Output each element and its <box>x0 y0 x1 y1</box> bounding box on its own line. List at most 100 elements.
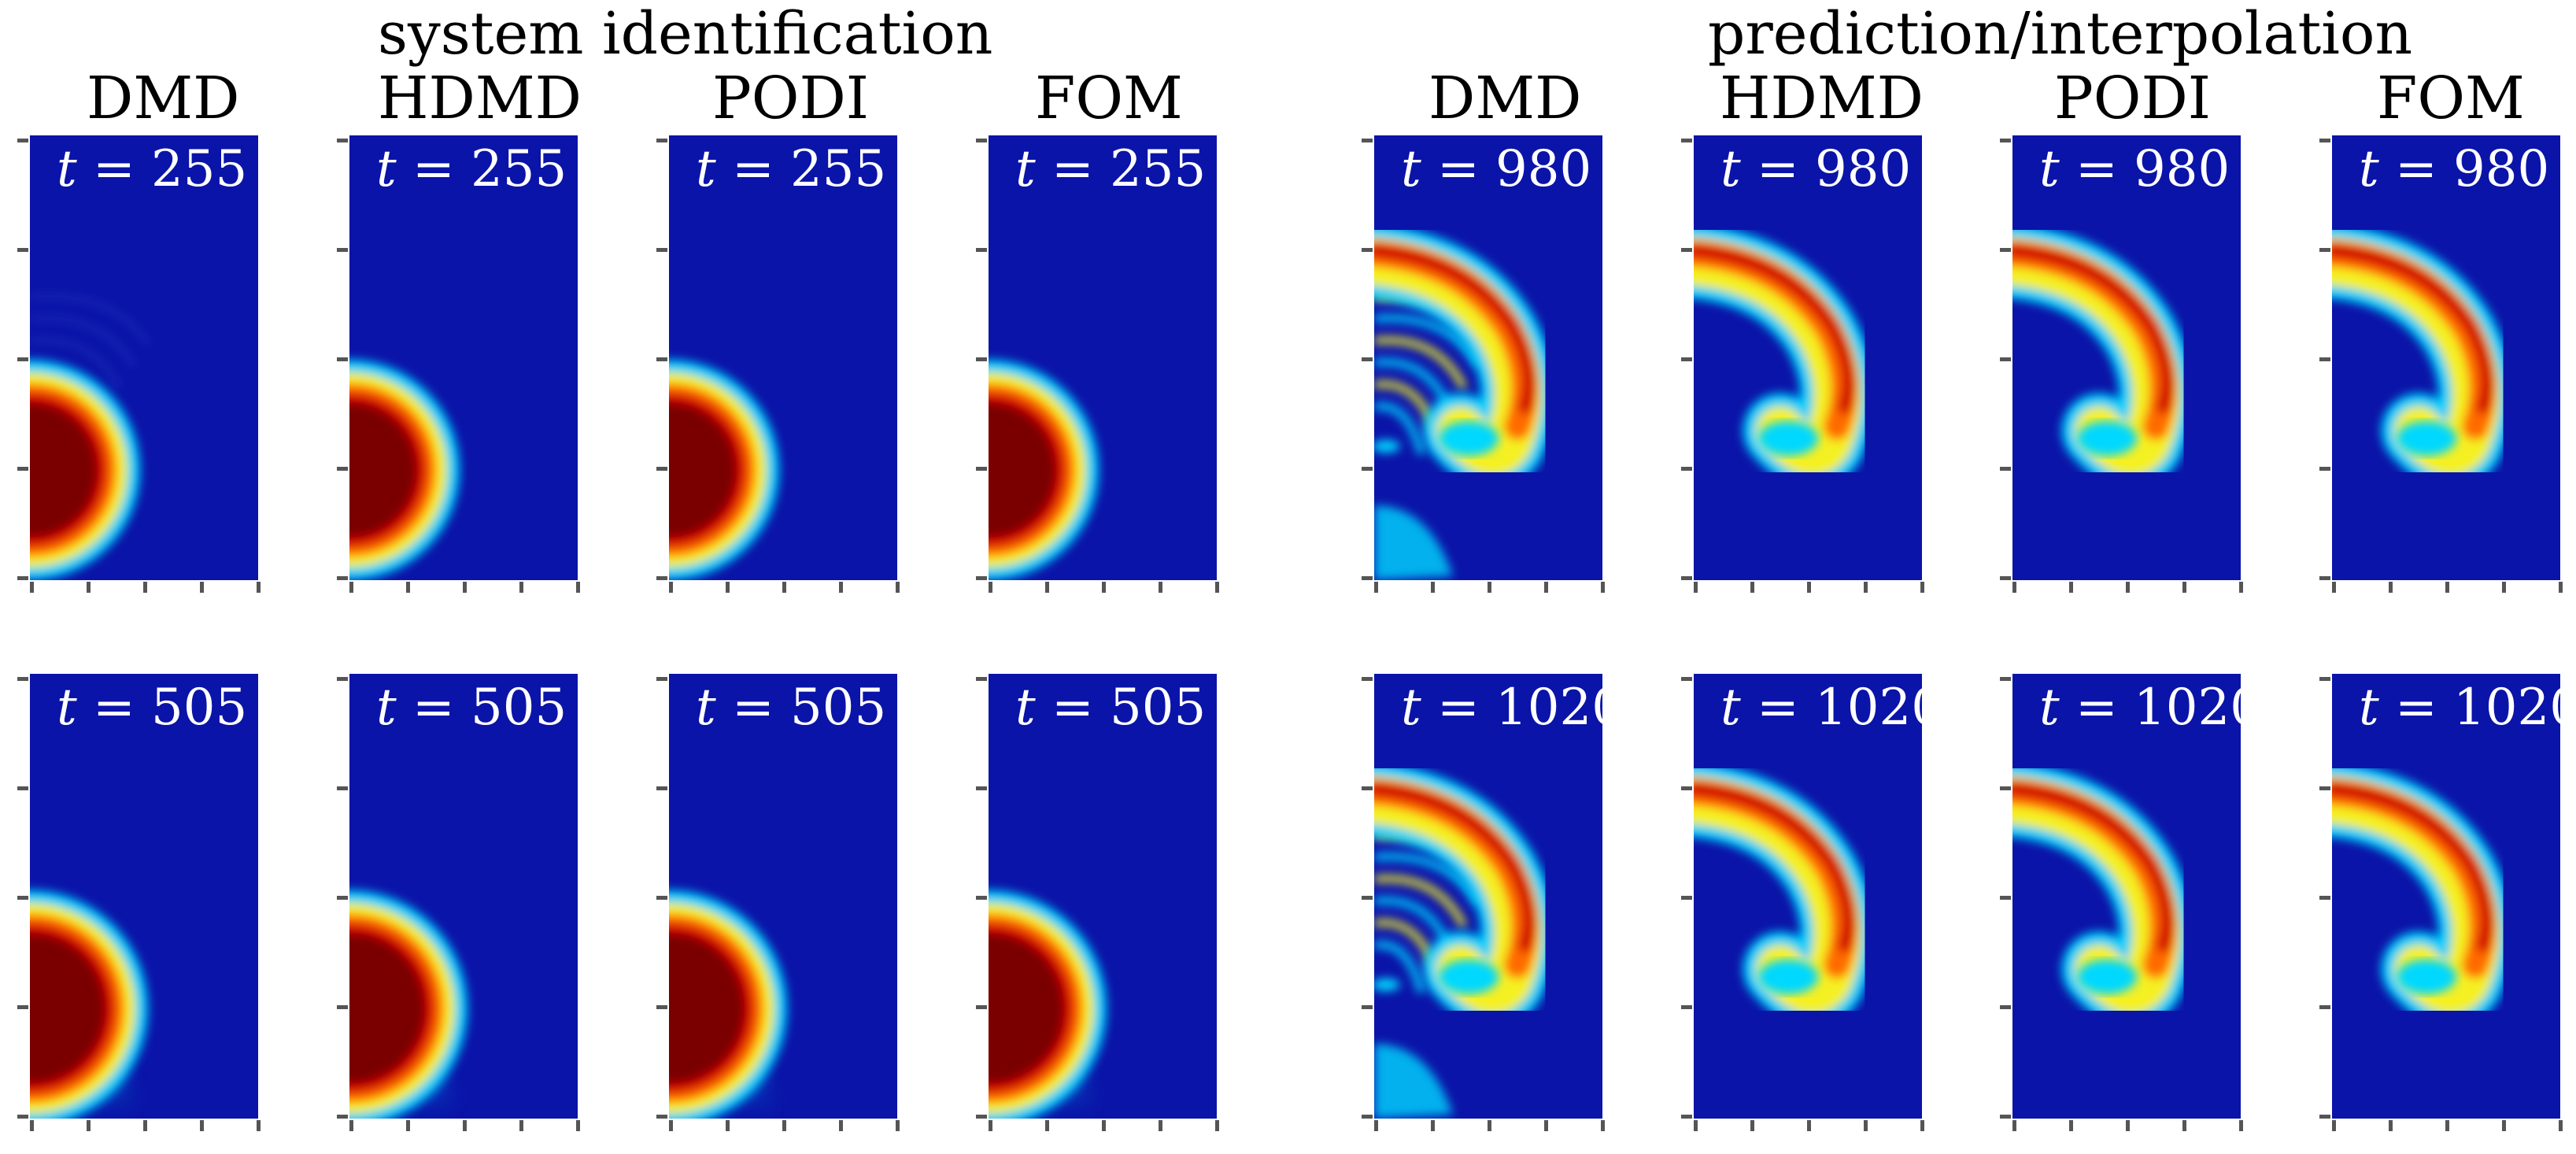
field-blob <box>669 890 787 1119</box>
axis-tick-left <box>337 1115 348 1119</box>
column-label-hdmd-sysid: HDMD <box>378 65 582 132</box>
axis-tick-bottom <box>1920 582 1924 593</box>
axis-tick-left <box>2000 357 2011 361</box>
axis-tick-left <box>1362 357 1373 361</box>
axis-tick-left <box>17 1005 28 1009</box>
field-panel: t = 1020 s <box>1374 674 1602 1119</box>
time-equals: = <box>396 140 471 198</box>
axis-tick-bottom <box>257 582 261 593</box>
field-blob <box>669 360 779 580</box>
axis-tick-bottom <box>1864 1120 1868 1131</box>
time-equals: = <box>2059 679 2134 737</box>
time-label: t = 505 s <box>376 680 578 735</box>
time-value: 255 <box>151 140 248 198</box>
time-label: t = 255 s <box>57 142 258 197</box>
axis-tick-left <box>976 139 987 142</box>
axis-tick-bottom <box>2239 1120 2243 1131</box>
axis-tick-left <box>337 248 348 252</box>
axis-tick-left <box>337 1005 348 1009</box>
field-panel: t = 505 s <box>989 674 1217 1119</box>
time-label: t = 980 s <box>2359 142 2560 197</box>
time-symbol: t <box>1015 140 1036 198</box>
axis-tick-left <box>1681 896 1692 900</box>
axis-tick-left <box>17 467 28 471</box>
axis-tick-bottom <box>143 1120 147 1131</box>
time-equals: = <box>2378 679 2454 737</box>
axis-tick-bottom <box>2502 582 2506 593</box>
axis-tick-bottom <box>782 582 786 593</box>
axis-tick-bottom <box>2069 1120 2073 1131</box>
time-label: t = 980 s <box>1401 142 1602 197</box>
axis-tick-bottom <box>2182 582 2186 593</box>
axis-tick-bottom <box>1374 582 1378 593</box>
axis-tick-left <box>17 139 28 142</box>
axis-tick-left <box>1362 576 1373 580</box>
column-label-fom-pred: FOM <box>2377 65 2525 132</box>
field-panel: t = 980 s <box>1694 135 1922 580</box>
axis-tick-bottom <box>2332 1120 2336 1131</box>
axis-tick-left <box>2000 896 2011 900</box>
field-arc <box>2332 224 2514 490</box>
axis-tick-bottom <box>519 1120 523 1131</box>
axis-tick-bottom <box>989 1120 992 1131</box>
axis-tick-bottom <box>1045 582 1049 593</box>
axis-tick-left <box>1362 677 1373 681</box>
axis-tick-bottom <box>30 1120 34 1131</box>
axis-tick-bottom <box>2126 582 2130 593</box>
axis-tick-bottom <box>1694 1120 1698 1131</box>
time-equals: = <box>1035 140 1111 198</box>
group-title-prediction-interpolation: prediction/interpolation <box>1708 0 2413 68</box>
axis-tick-bottom <box>2559 582 2563 593</box>
column-label-podi-pred: PODI <box>2054 65 2212 132</box>
axis-tick-left <box>17 248 28 252</box>
axis-tick-left <box>2319 677 2330 681</box>
field-lobe <box>2077 960 2137 994</box>
time-symbol: t <box>2359 140 2379 198</box>
time-value: 505 <box>790 679 887 737</box>
axis-tick-left <box>1681 576 1692 580</box>
axis-tick-bottom <box>2389 582 2393 593</box>
axis-tick-left <box>337 786 348 790</box>
axis-tick-bottom <box>839 582 843 593</box>
time-equals: = <box>1035 679 1111 737</box>
axis-tick-left <box>1362 467 1373 471</box>
axis-tick-bottom <box>2239 582 2243 593</box>
axis-tick-bottom <box>1159 582 1162 593</box>
axis-tick-bottom <box>2012 582 2016 593</box>
axis-tick-bottom <box>463 582 467 593</box>
axis-tick-left <box>337 677 348 681</box>
field-image <box>1374 674 1602 1119</box>
axis-tick-bottom <box>406 1120 410 1131</box>
axis-tick-bottom <box>839 1120 843 1131</box>
axis-tick-left <box>2319 357 2330 361</box>
field-arc <box>2012 762 2194 1028</box>
time-value: 980 <box>2453 140 2550 198</box>
time-equals: = <box>1740 140 1816 198</box>
axis-tick-left <box>1681 786 1692 790</box>
time-label: t = 505 s <box>57 680 258 735</box>
axis-tick-left <box>2319 1115 2330 1119</box>
axis-tick-bottom <box>1601 1120 1605 1131</box>
axis-tick-bottom <box>989 582 992 593</box>
field-image <box>30 674 258 1119</box>
column-label-dmd-sysid: DMD <box>87 65 240 132</box>
axis-tick-bottom <box>2182 1120 2186 1131</box>
axis-tick-bottom <box>2389 1120 2393 1131</box>
axis-tick-left <box>976 248 987 252</box>
axis-tick-bottom <box>1431 1120 1435 1131</box>
time-value: 255 <box>1110 140 1207 198</box>
field-blob <box>989 360 1099 580</box>
axis-tick-bottom <box>2445 1120 2449 1131</box>
time-label: t = 255 s <box>376 142 578 197</box>
time-value: 980 <box>1495 140 1592 198</box>
axis-tick-bottom <box>1374 1120 1378 1131</box>
axis-tick-bottom <box>726 1120 730 1131</box>
axis-tick-bottom <box>349 582 353 593</box>
axis-tick-bottom <box>669 1120 673 1131</box>
axis-tick-bottom <box>2012 1120 2016 1131</box>
axis-tick-left <box>17 1115 28 1119</box>
time-value: 255 <box>790 140 887 198</box>
field-lobe <box>1758 960 1818 994</box>
time-label: t = 980 s <box>2039 142 2241 197</box>
axis-tick-left <box>337 467 348 471</box>
